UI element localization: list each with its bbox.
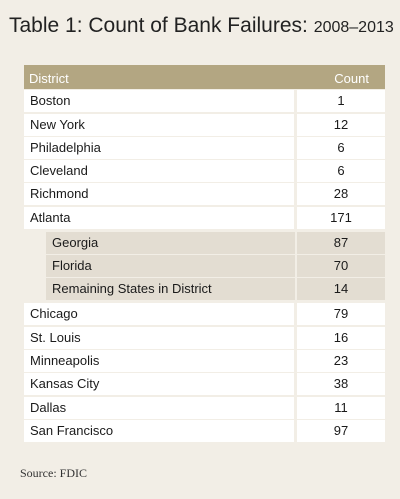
table-row-atlanta: Atlanta 171 xyxy=(24,206,385,229)
table-row-kansas-city: Kansas City 38 xyxy=(24,373,385,396)
table-row-st-louis: St. Louis 16 xyxy=(24,326,385,349)
row-count: 6 xyxy=(297,160,385,183)
row-count: 79 xyxy=(297,303,385,326)
row-label: Richmond xyxy=(24,183,294,206)
row-count: 70 xyxy=(297,255,385,278)
column-header-count: Count xyxy=(334,71,369,86)
row-label: Cleveland xyxy=(24,160,294,183)
row-label: Philadelphia xyxy=(24,136,294,159)
row-label: San Francisco xyxy=(24,419,294,442)
row-count: 87 xyxy=(297,231,385,254)
table-subrow-georgia: Georgia 87 xyxy=(24,231,385,254)
row-count: 23 xyxy=(297,349,385,372)
row-label: Remaining States in District xyxy=(46,278,295,301)
table-subrow-florida: Florida 70 xyxy=(24,255,385,278)
row-count: 1 xyxy=(297,90,385,113)
table-row-chicago: Chicago 79 xyxy=(24,303,385,326)
row-count: 14 xyxy=(297,278,385,301)
table-row-san-francisco: San Francisco 97 xyxy=(24,419,385,442)
row-count: 97 xyxy=(297,419,385,442)
row-label: Minneapolis xyxy=(24,349,294,372)
row-count: 6 xyxy=(297,136,385,159)
row-count: 12 xyxy=(297,113,385,136)
table-row-philadelphia: Philadelphia 6 xyxy=(24,136,385,159)
row-count: 16 xyxy=(297,326,385,349)
table-row-dallas: Dallas 11 xyxy=(24,396,385,419)
row-count: 28 xyxy=(297,183,385,206)
column-header-district: District xyxy=(29,71,69,86)
title-text: Table 1: Count of Bank Failures: xyxy=(9,14,308,37)
row-count: 11 xyxy=(297,396,385,419)
row-label: Atlanta xyxy=(24,206,294,229)
table-subrow-remaining-states: Remaining States in District 14 xyxy=(24,278,385,301)
row-label: St. Louis xyxy=(24,326,294,349)
table-row-minneapolis: Minneapolis 23 xyxy=(24,349,385,372)
table-row-richmond: Richmond 28 xyxy=(24,183,385,206)
bank-failures-table: District Count Boston 1 New York 12 Phil… xyxy=(24,65,385,442)
row-label: Georgia xyxy=(46,231,295,254)
table-row-cleveland: Cleveland 6 xyxy=(24,160,385,183)
row-count: 38 xyxy=(297,373,385,396)
row-label: Dallas xyxy=(24,396,294,419)
row-label: Kansas City xyxy=(24,373,294,396)
row-count: 171 xyxy=(297,206,385,229)
row-label: New York xyxy=(24,113,294,136)
table-row-boston: Boston 1 xyxy=(24,90,385,113)
title-years: 2008–2013 xyxy=(313,19,394,36)
row-label: Florida xyxy=(46,255,295,278)
page-title: Table 1: Count of Bank Failures: 2008–20… xyxy=(9,14,394,38)
row-label: Boston xyxy=(24,90,294,113)
table-header: District Count xyxy=(24,65,385,89)
table-row-new-york: New York 12 xyxy=(24,113,385,136)
row-label: Chicago xyxy=(24,303,294,326)
source-note: Source: FDIC xyxy=(20,466,87,480)
